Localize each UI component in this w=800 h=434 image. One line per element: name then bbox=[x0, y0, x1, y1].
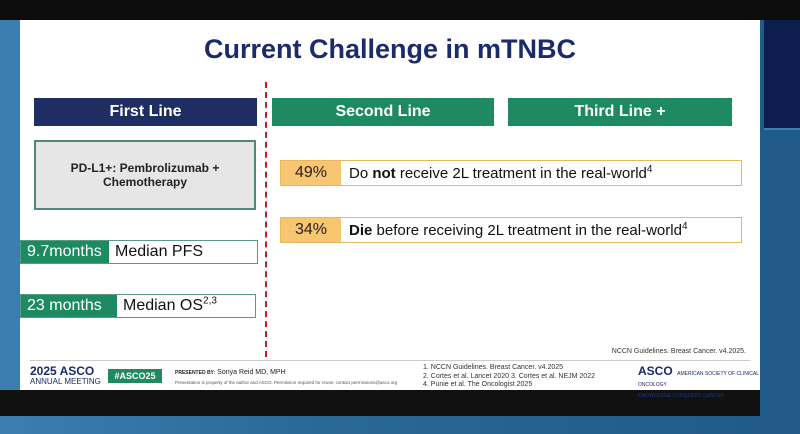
stat-value: 9.7months bbox=[21, 241, 109, 263]
stat-label: Median OS2,3 bbox=[123, 295, 217, 314]
disclaimer: Presentation is property of the author a… bbox=[175, 380, 398, 385]
presenter-info: PRESENTED BY: Sonya Reid MD, MPH Present… bbox=[175, 369, 398, 385]
row-text: Do not receive 2L treatment in the real-… bbox=[349, 163, 653, 182]
stat-value: 23 months bbox=[21, 295, 117, 317]
bottom-black-bar bbox=[0, 390, 760, 416]
side-video-panel bbox=[764, 20, 800, 128]
side-panel-divider bbox=[764, 128, 800, 130]
first-line-treatment-text: PD-L1+: Pembrolizumab + Chemotherapy bbox=[70, 161, 220, 189]
second-line-row: 34% Die before receiving 2L treatment in… bbox=[280, 217, 742, 243]
asco-logo: ASCO AMERICAN SOCIETY OF CLINICAL ONCOLO… bbox=[638, 364, 759, 399]
dashed-divider bbox=[265, 82, 267, 357]
first-line-treatment-box: PD-L1+: Pembrolizumab + Chemotherapy bbox=[34, 140, 256, 210]
footer-divider bbox=[30, 360, 750, 361]
second-line-row: 49% Do not receive 2L treatment in the r… bbox=[280, 160, 742, 186]
top-black-bar bbox=[0, 0, 800, 20]
header-third-line: Third Line + bbox=[508, 98, 732, 126]
asco-annual-meeting-logo: 2025 ASCO ANNUAL MEETING bbox=[30, 364, 101, 386]
source-footnote: NCCN Guidelines. Breast Cancer. v4.2025. bbox=[611, 348, 746, 355]
header-first-line: First Line bbox=[34, 98, 257, 126]
row-text: Die before receiving 2L treatment in the… bbox=[349, 220, 688, 239]
percent-badge: 34% bbox=[281, 218, 341, 242]
hashtag-badge: #ASCO25 bbox=[108, 369, 162, 383]
stat-median-pfs: 9.7months Median PFS bbox=[20, 240, 258, 264]
references-list: 1. NCCN Guidelines. Breast Cancer. v4.20… bbox=[423, 364, 595, 388]
stat-median-os: 23 months Median OS2,3 bbox=[20, 294, 256, 318]
presentation-slide: Current Challenge in mTNBC First Line Se… bbox=[20, 20, 760, 399]
percent-badge: 49% bbox=[281, 161, 341, 185]
header-second-line: Second Line bbox=[272, 98, 494, 126]
presenter-name: Sonya Reid MD, MPH bbox=[217, 369, 286, 376]
slide-title: Current Challenge in mTNBC bbox=[203, 34, 577, 64]
stat-label: Median PFS bbox=[115, 243, 204, 260]
